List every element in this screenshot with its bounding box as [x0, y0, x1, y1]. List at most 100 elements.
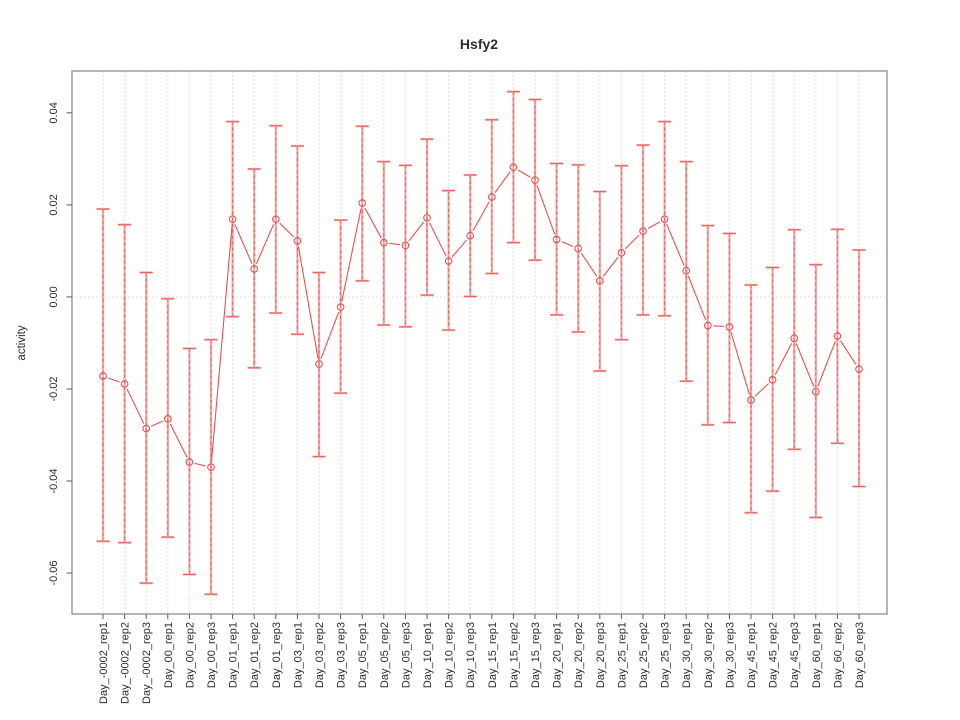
error-bar: [118, 223, 132, 544]
series-segment: [408, 221, 425, 242]
data-point: [747, 396, 755, 404]
series-segment: [255, 223, 275, 265]
error-bar: [226, 120, 240, 318]
data-point: [207, 463, 215, 472]
x-tick-label: Day_-0002_rep1: [98, 622, 110, 704]
error-bar: [139, 271, 153, 585]
gridlines-layer: [72, 71, 887, 614]
data-point: [855, 365, 863, 374]
x-tick-label: Day_03_rep3: [336, 622, 348, 688]
error-bar: [463, 173, 477, 298]
data-point: [725, 323, 734, 331]
x-tick-label: Day_-0002_rep2: [120, 622, 132, 704]
error-bar: [571, 163, 585, 334]
x-tick-label: Day_03_rep2: [314, 622, 326, 688]
x-tick-label: Day_15_rep2: [508, 622, 520, 688]
plot-box: [71, 70, 888, 615]
error-bar: [182, 347, 196, 576]
x-tick-label: Day_30_rep2: [703, 622, 715, 688]
x-tick-label: Day_-0002_rep3: [141, 622, 153, 704]
series-segment: [169, 423, 188, 458]
data-point: [185, 458, 194, 466]
error-bar: [679, 160, 693, 383]
data-point: [466, 231, 475, 240]
series-segment: [666, 224, 685, 266]
series-segment: [126, 388, 145, 424]
x-tick-label: Day_05_rep2: [379, 622, 391, 688]
data-point: [120, 380, 129, 388]
series-segment: [234, 223, 253, 265]
y-tick-label: -0.06: [48, 561, 60, 586]
x-tick-label: Day_30_rep3: [724, 622, 736, 688]
series-segment: [580, 252, 598, 277]
x-tick-label: Day_60_rep1: [811, 622, 823, 688]
y-tick-label: -0.04: [48, 468, 60, 493]
series-segment: [320, 312, 340, 360]
error-bar: [809, 263, 823, 519]
series-line-layer: [107, 169, 857, 467]
data-point: [99, 372, 107, 380]
data-point: [487, 193, 496, 201]
x-tick-label: Day_20_rep1: [552, 622, 564, 688]
x-tick-label: Day_45_rep2: [768, 622, 780, 688]
x-tick-label: Day_00_rep2: [184, 622, 196, 688]
data-point: [315, 360, 323, 368]
error-bar: [658, 120, 672, 317]
x-tick-label: Day_45_rep1: [746, 622, 758, 688]
data-point: [660, 215, 669, 224]
data-point: [228, 215, 237, 224]
data-point: [617, 248, 626, 257]
error-bar: [334, 218, 348, 395]
y-tick-label: 0.04: [48, 102, 60, 123]
error-bar: [420, 138, 434, 297]
error-bar: [312, 271, 326, 458]
error-bar: [701, 224, 715, 426]
x-tick-label: Day_10_rep2: [444, 622, 456, 688]
error-bar: [636, 143, 650, 316]
error-bar: [766, 266, 780, 493]
series-segment: [754, 383, 769, 397]
error-bar: [614, 164, 628, 341]
error-bar: [290, 144, 304, 336]
error-bar: [744, 283, 758, 514]
series-segment: [624, 234, 640, 250]
data-point: [358, 199, 367, 207]
series-segment: [341, 208, 362, 302]
series-segment: [389, 242, 401, 246]
error-bar: [593, 190, 607, 373]
series-segment: [536, 185, 556, 235]
data-point: [703, 321, 712, 330]
series-segment: [107, 377, 120, 383]
series-segment: [713, 325, 724, 328]
error-bar: [506, 90, 520, 244]
error-bar: [355, 125, 369, 282]
error-bar: [161, 297, 175, 539]
series-segment: [279, 222, 294, 238]
data-point: [682, 266, 691, 275]
y-axis-label: activity: [16, 325, 28, 360]
data-point: [574, 244, 583, 253]
data-point: [444, 257, 453, 265]
error-bar: [398, 164, 412, 328]
series-segment: [150, 420, 164, 427]
data-point: [790, 334, 799, 343]
data-point: [336, 303, 345, 311]
series-segment: [472, 201, 490, 232]
error-bar: [442, 189, 456, 332]
plot-frame-layer: [71, 70, 888, 615]
x-tick-label: Day_00_rep1: [163, 622, 175, 688]
error-bar: [722, 232, 736, 424]
x-tick-label: Day_60_rep3: [854, 622, 866, 688]
error-bar: [787, 228, 801, 451]
y-tick-label: 0.02: [48, 194, 60, 215]
x-tick-label: Day_10_rep1: [422, 622, 434, 688]
data-point: [271, 215, 280, 224]
series-segment: [297, 246, 319, 359]
error-bar: [377, 160, 391, 327]
x-tick-label: Day_20_rep3: [595, 622, 607, 688]
series-segment: [817, 340, 836, 387]
data-point: [639, 227, 647, 235]
y-tick-labels-layer: 0.04 0.02 0.00 -0.02 -0.04 -0.06: [48, 102, 60, 585]
